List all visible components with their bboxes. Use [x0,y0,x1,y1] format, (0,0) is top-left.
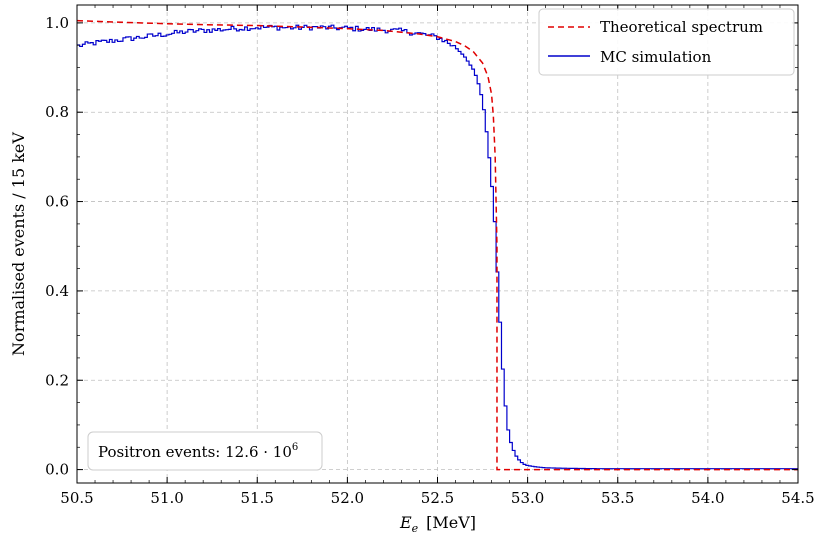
x-tick-label: 51.0 [150,489,183,507]
x-axis-label-symbol: E [399,513,412,532]
x-tick-label: 54.5 [781,489,814,507]
x-axis-label: Ee [MeV] [399,513,476,535]
x-tick-label: 52.0 [331,489,364,507]
series-layer [76,19,798,471]
annotation-prefix: Positron events: 12.6 · 10 [98,443,292,461]
legend-label-mc: MC simulation [600,48,712,66]
x-tick-label: 53.5 [601,489,634,507]
series-theoretical-spectrum [76,19,798,471]
x-tick-label: 53.0 [511,489,544,507]
y-tick-label: 0.2 [45,371,69,389]
x-tick-label: 52.5 [421,489,454,507]
legend-box [538,8,795,76]
x-axis-label-unit: [MeV] [426,513,476,532]
legend: Theoretical spectrum MC simulation [538,8,795,76]
annotation-box [87,431,323,471]
y-tick-label: 1.0 [45,14,69,32]
y-tick-label: 0.6 [45,193,69,211]
annotation: Positron events: 12.6 · 106 [87,431,323,471]
annotation-text: Positron events: 12.6 · 106 [98,442,298,461]
y-tick-label: 0.4 [45,282,69,300]
x-axis-label-subscript: e [412,522,419,535]
grid [76,5,799,483]
legend-label-theory: Theoretical spectrum [600,18,763,36]
y-tick-label: 0.0 [45,461,69,479]
axis-ticks: 50.5 51.0 51.5 52.0 52.5 53.0 53.5 54.0 54.5 0.0 0… [45,5,815,507]
x-tick-label: 51.5 [241,489,274,507]
y-axis-label: Normalised events / 15 keV [9,132,28,356]
y-tick-label: 0.8 [45,103,69,121]
x-tick-label: 50.5 [60,489,93,507]
annotation-exponent: 6 [292,442,298,453]
x-tick-label: 54.0 [691,489,724,507]
